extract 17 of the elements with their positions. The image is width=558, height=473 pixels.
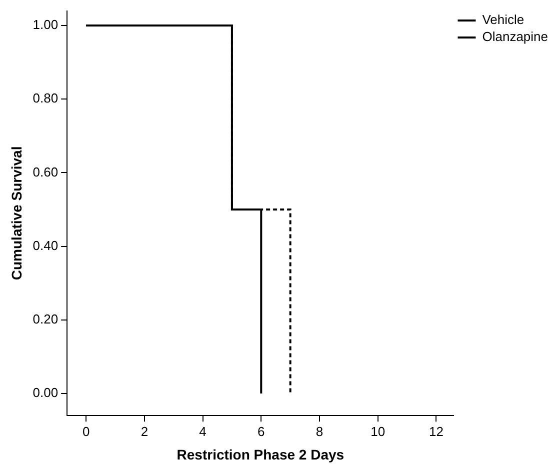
- x-axis-title: Restriction Phase 2 Days: [176, 446, 344, 462]
- y-tick-label: 0.80: [32, 90, 58, 106]
- x-tick-label: 10: [370, 424, 386, 439]
- x-tick-label: 8: [316, 424, 324, 439]
- x-tick-label: 2: [140, 424, 148, 439]
- x-tick-label: 4: [199, 424, 206, 439]
- y-tick-label: 0.00: [32, 385, 58, 400]
- x-tick-label: 6: [258, 424, 265, 439]
- y-tick-label: 1.00: [32, 17, 58, 32]
- x-tick-label: 12: [428, 424, 444, 439]
- y-tick-label: 0.60: [32, 164, 58, 180]
- legend-label: Vehicle: [482, 12, 524, 28]
- y-axis-title: Cumulative Survival: [8, 146, 24, 280]
- y-tick-label: 0.20: [32, 312, 58, 326]
- x-tick-label: 0: [82, 424, 90, 439]
- legend-label: Olanzapine: [482, 29, 548, 44]
- y-tick-label: 0.40: [32, 238, 58, 253]
